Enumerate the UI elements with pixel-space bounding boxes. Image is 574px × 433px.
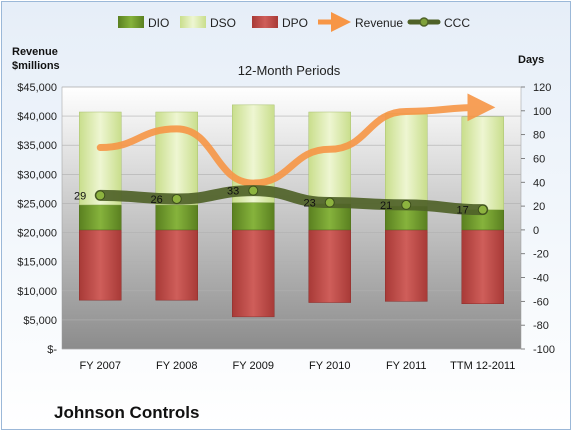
ccc-data-label: 21 xyxy=(380,200,392,212)
right-tick-label: -80 xyxy=(533,320,549,332)
ccc-data-label: 33 xyxy=(227,186,239,198)
legend-label-dso: DSO xyxy=(210,16,236,30)
left-tick-label: $25,000 xyxy=(17,198,57,210)
bar-dpo xyxy=(232,229,275,318)
x-tick-label: FY 2008 xyxy=(156,360,197,372)
left-tick-label: $20,000 xyxy=(17,228,57,240)
company-name: Johnson Controls xyxy=(54,403,200,422)
right-axis-title: Days xyxy=(518,54,544,66)
ccc-data-label: 26 xyxy=(151,194,163,206)
legend-swatch-dio xyxy=(118,16,144,28)
gridlines xyxy=(62,86,521,350)
legend-label-revenue: Revenue xyxy=(355,16,403,30)
right-axis: -100 -80 -60 -40 -20 0 20 40 60 80 100 120 xyxy=(521,82,555,356)
right-tick-label: 20 xyxy=(533,201,545,213)
legend-label-dpo: DPO xyxy=(282,16,308,30)
bar-dso xyxy=(385,112,428,207)
bar-dso xyxy=(461,116,504,210)
chart-title: 12-Month Periods xyxy=(238,63,341,78)
left-tick-label: $35,000 xyxy=(17,140,57,152)
bar-dso xyxy=(79,111,122,206)
right-tick-label: -60 xyxy=(533,296,549,308)
revenue-line xyxy=(96,93,496,187)
ccc-series: 29 26 33 23 21 17 xyxy=(74,185,489,217)
legend-swatch-dpo xyxy=(252,16,278,28)
x-axis: FY 2007 FY 2008 FY 2009 FY 2010 FY 2011 TTM 1… xyxy=(80,360,516,372)
legend-label-dio: DIO xyxy=(148,16,169,30)
right-tick-label: 120 xyxy=(533,82,551,94)
right-tick-label: 40 xyxy=(533,177,545,189)
ccc-point xyxy=(401,199,412,210)
legend-swatch-dso xyxy=(180,16,206,28)
left-axis-title-line2: $millions xyxy=(12,60,60,72)
bar-dpo xyxy=(308,229,351,303)
ccc-data-label: 23 xyxy=(304,198,316,210)
bar-dio xyxy=(155,204,198,231)
legend: DIO DSO DPO Revenue CCC xyxy=(118,12,470,32)
left-tick-label: $45,000 xyxy=(17,82,57,94)
left-tick-label: $5,000 xyxy=(23,315,57,327)
x-tick-label: FY 2011 xyxy=(386,360,427,372)
bar-dio xyxy=(79,204,122,231)
left-axis: $- $5,000 $10,000 $15,000 $20,000 $25,000 $30,… xyxy=(17,82,57,356)
left-tick-label: $10,000 xyxy=(17,286,57,298)
left-tick-label: $30,000 xyxy=(17,169,57,181)
ccc-data-label: 17 xyxy=(457,205,469,217)
ccc-point xyxy=(248,185,259,196)
bar-dio xyxy=(232,202,275,231)
right-tick-label: 0 xyxy=(533,225,539,237)
right-tick-label: -100 xyxy=(533,344,555,356)
right-tick-label: 100 xyxy=(533,106,551,118)
x-tick-label: FY 2007 xyxy=(80,360,121,372)
right-tick-label: 80 xyxy=(533,130,545,142)
bar-dpo xyxy=(79,229,122,301)
legend-label-ccc: CCC xyxy=(444,16,470,30)
x-tick-label: FY 2009 xyxy=(233,360,274,372)
right-tick-label: -20 xyxy=(533,249,549,261)
revenue-series xyxy=(96,93,496,187)
plot-area xyxy=(61,86,522,350)
bar-dpo xyxy=(385,229,428,302)
bar-dpo xyxy=(461,229,504,304)
right-tick-label: 60 xyxy=(533,153,545,165)
right-tick-label: -40 xyxy=(533,273,549,285)
legend-marker-ccc xyxy=(419,17,429,27)
bar-dso xyxy=(308,111,351,204)
left-axis-title-line1: Revenue xyxy=(12,46,58,58)
left-tick-label: $15,000 xyxy=(17,257,57,269)
x-tick-label: TTM 12-2011 xyxy=(450,360,515,372)
ccc-point xyxy=(324,197,335,208)
left-tick-label: $- xyxy=(47,344,57,356)
bar-dpo xyxy=(155,229,198,301)
ccc-point xyxy=(171,193,182,204)
left-tick-label: $40,000 xyxy=(17,111,57,123)
ccc-point xyxy=(95,190,106,201)
ccc-point xyxy=(477,204,488,215)
x-tick-label: FY 2010 xyxy=(309,360,350,372)
ccc-data-label: 29 xyxy=(74,190,86,202)
bars xyxy=(79,104,504,318)
